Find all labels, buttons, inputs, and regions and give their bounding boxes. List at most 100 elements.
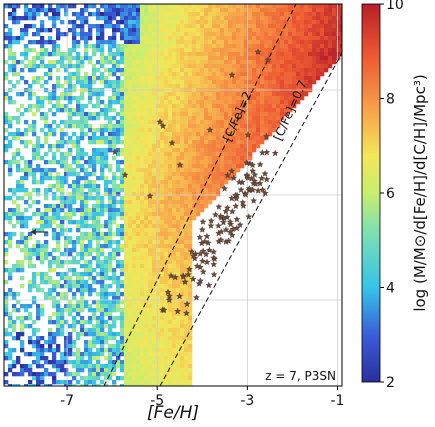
- heatmap-cell: [312, 32, 317, 37]
- heatmap-cell: [16, 168, 21, 173]
- heatmap-cell: [300, 32, 305, 37]
- heatmap-cell: [340, 16, 342, 21]
- heatmap-cell: [336, 12, 341, 17]
- heatmap-cell: [20, 364, 25, 369]
- star-marker: [156, 118, 164, 125]
- heatmap-cell: [8, 4, 13, 9]
- heatmap-cell: [164, 148, 169, 153]
- heatmap-cell: [168, 288, 173, 293]
- heatmap-cell: [92, 52, 97, 57]
- heatmap-cell: [152, 284, 157, 289]
- heatmap-cell: [180, 168, 185, 173]
- heatmap-cell: [188, 296, 193, 301]
- heatmap-cell: [184, 232, 189, 237]
- star-marker: [167, 272, 175, 279]
- heatmap-cell: [24, 316, 29, 321]
- heatmap-cell: [36, 200, 41, 205]
- heatmap-cell: [180, 196, 185, 201]
- heatmap-cell: [188, 80, 193, 85]
- heatmap-cell: [120, 280, 125, 285]
- heatmap-cell: [28, 8, 33, 13]
- heatmap-cell: [124, 92, 129, 97]
- heatmap-cell: [84, 288, 89, 293]
- heatmap-cell: [44, 256, 49, 261]
- heatmap-cell: [64, 252, 69, 257]
- heatmap-cell: [228, 164, 233, 169]
- heatmap-cell: [124, 232, 129, 237]
- heatmap-cell: [48, 340, 53, 345]
- heatmap-cell: [4, 268, 9, 273]
- heatmap-cell: [116, 44, 121, 49]
- heatmap-cell: [12, 292, 17, 297]
- heatmap-cell: [140, 204, 145, 209]
- heatmap-cell: [236, 168, 241, 173]
- heatmap-cell: [148, 28, 153, 33]
- heatmap-cell: [336, 48, 341, 53]
- heatmap-cell: [140, 148, 145, 153]
- heatmap-cell: [52, 296, 57, 301]
- heatmap-cell: [68, 276, 73, 281]
- heatmap-cell: [112, 176, 117, 181]
- heatmap-cell: [112, 272, 117, 277]
- heatmap-cell: [184, 184, 189, 189]
- heatmap-cell: [52, 192, 57, 197]
- heatmap-cell: [216, 32, 221, 37]
- heatmap-cell: [104, 232, 109, 237]
- heatmap-cell: [32, 168, 37, 173]
- heatmap-cell: [244, 40, 249, 45]
- heatmap-cell: [4, 312, 9, 317]
- heatmap-cell: [140, 136, 145, 141]
- heatmap-cell: [112, 268, 117, 273]
- heatmap-cell: [68, 300, 73, 305]
- heatmap-cell: [92, 172, 97, 177]
- heatmap-cell: [168, 368, 173, 373]
- heatmap-cell: [132, 132, 137, 137]
- heatmap-cell: [256, 120, 261, 125]
- heatmap-cell: [208, 100, 213, 105]
- heatmap-cell: [236, 164, 241, 169]
- heatmap-cell: [132, 56, 137, 61]
- heatmap-cell: [224, 76, 229, 81]
- heatmap-cell: [156, 356, 161, 361]
- ref-line-cfe-2: [103, 4, 297, 386]
- heatmap-cell: [108, 252, 113, 257]
- heatmap-cell: [160, 312, 165, 317]
- heatmap-cell: [128, 104, 133, 109]
- heatmap-cell: [188, 176, 193, 181]
- heatmap-cell: [80, 384, 85, 386]
- heatmap-cell: [24, 352, 29, 357]
- heatmap-cell: [20, 240, 25, 245]
- heatmap-cell: [116, 244, 121, 249]
- heatmap-cell: [80, 156, 85, 161]
- heatmap-cell: [260, 104, 265, 109]
- heatmap-cell: [316, 4, 321, 9]
- heatmap-cell: [148, 108, 153, 113]
- heatmap-cell: [132, 268, 137, 273]
- heatmap-cell: [240, 136, 245, 141]
- heatmap-cell: [100, 324, 105, 329]
- heatmap-cell: [168, 192, 173, 197]
- heatmap-cell: [264, 120, 269, 125]
- heatmap-cell: [92, 276, 97, 281]
- heatmap-cell: [76, 96, 81, 101]
- heatmap-cell: [188, 280, 193, 285]
- heatmap-cell: [284, 92, 289, 97]
- heatmap-cell: [240, 36, 245, 41]
- heatmap-cell: [172, 324, 177, 329]
- heatmap-cell: [72, 144, 77, 149]
- heatmap-cell: [200, 72, 205, 77]
- heatmap-cell: [248, 72, 253, 77]
- heatmap-cell: [112, 292, 117, 297]
- heatmap-cell: [220, 124, 225, 129]
- heatmap-cell: [96, 16, 101, 21]
- heatmap-cell: [116, 48, 121, 53]
- heatmap-cell: [16, 292, 21, 297]
- heatmap-cell: [132, 256, 137, 261]
- heatmap-cell: [184, 24, 189, 29]
- heatmap-cell: [164, 232, 169, 237]
- heatmap-cell: [44, 48, 49, 53]
- heatmap-cell: [160, 112, 165, 117]
- heatmap-cell: [280, 4, 285, 9]
- heatmap-cell: [116, 304, 121, 309]
- heatmap-cell: [312, 72, 317, 77]
